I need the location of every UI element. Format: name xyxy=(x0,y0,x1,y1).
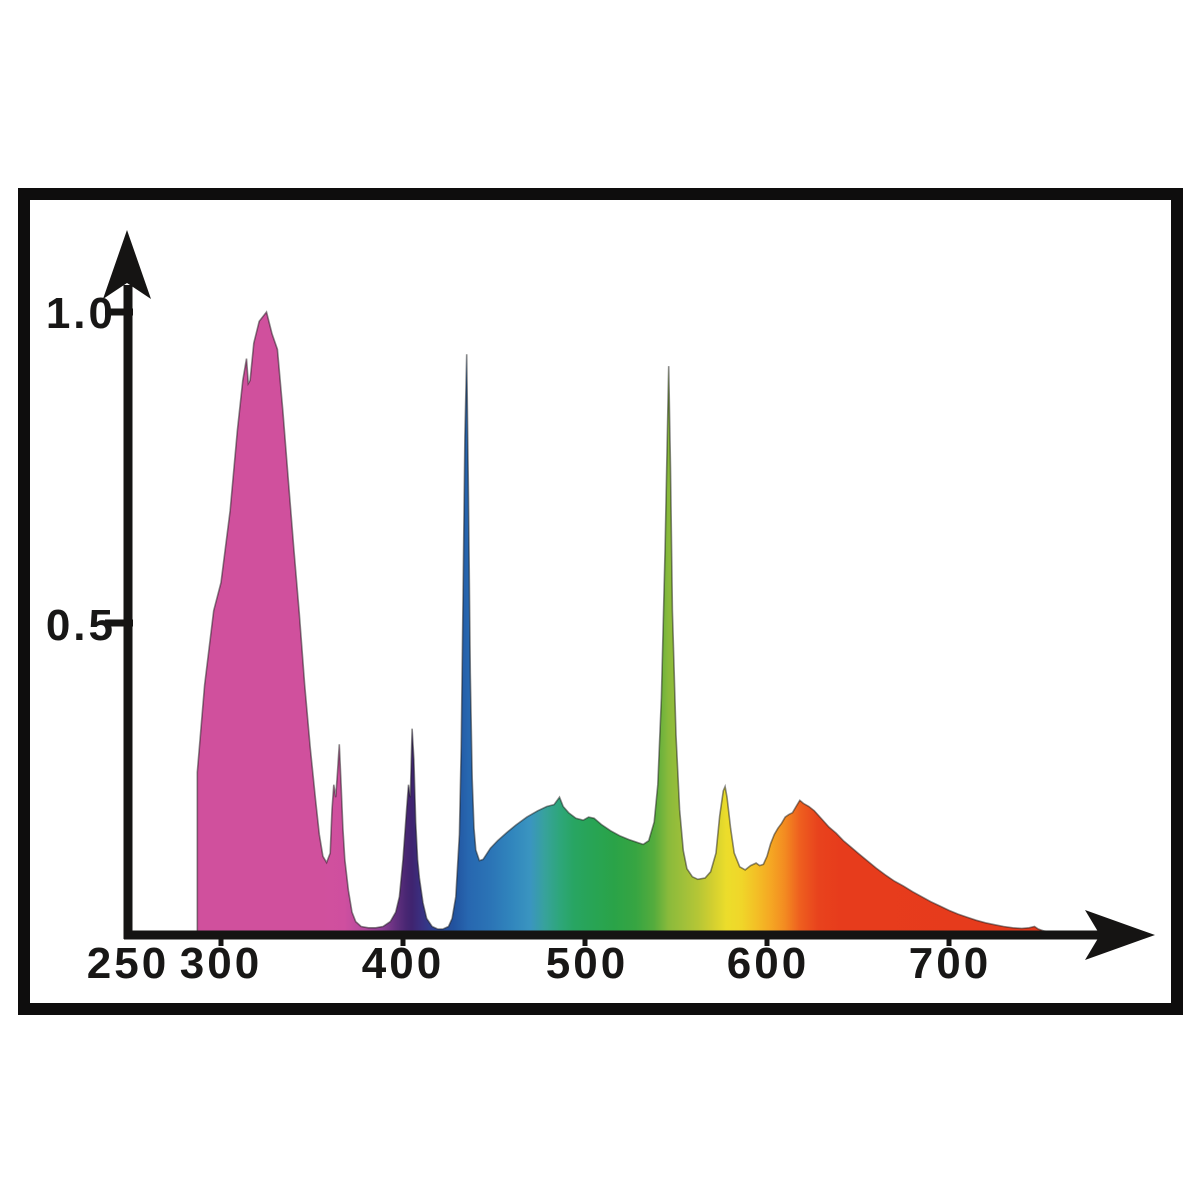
y-tick-0-5 xyxy=(105,619,133,627)
x-tick-700 xyxy=(946,931,952,946)
y-axis-arrow-icon xyxy=(103,230,151,299)
y-axis-label-0-5: 0.5 xyxy=(46,601,116,650)
y-axis-line xyxy=(123,285,133,939)
x-axis-label-300: 300 xyxy=(180,939,262,988)
x-axis: 250 300 400 500 600 700 xyxy=(87,910,1155,988)
x-tick-300 xyxy=(218,931,224,946)
x-tick-600 xyxy=(764,931,770,946)
x-axis-label-700: 700 xyxy=(909,939,991,988)
x-tick-500 xyxy=(582,931,588,946)
x-axis-label-600: 600 xyxy=(727,939,809,988)
x-axis-ticks xyxy=(218,931,952,946)
y-axis-label-1-0: 1.0 xyxy=(46,289,116,338)
x-tick-400 xyxy=(400,931,406,946)
spectrum-area-series xyxy=(196,310,1059,935)
y-axis: 1.0 0.5 xyxy=(46,230,151,939)
x-axis-line xyxy=(124,930,1100,940)
x-axis-arrow-icon xyxy=(1085,910,1155,960)
x-axis-label-500: 500 xyxy=(546,939,628,988)
x-axis-label-250: 250 xyxy=(87,939,169,988)
y-tick-1-0 xyxy=(105,308,133,316)
x-axis-label-400: 400 xyxy=(362,939,444,988)
